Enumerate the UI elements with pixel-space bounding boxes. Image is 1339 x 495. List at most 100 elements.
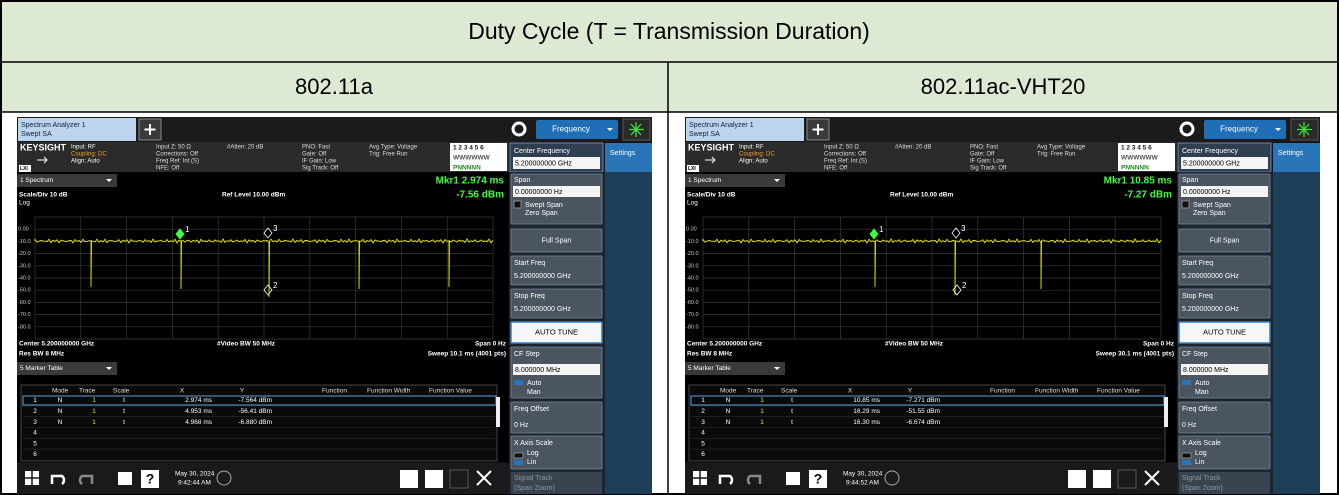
log-label: Log — [19, 200, 30, 207]
menu-value: 8.000000 MHz — [515, 367, 561, 374]
table-cell: t — [791, 397, 793, 404]
info-text: IF Gain: Low — [970, 159, 1005, 165]
menu-value: 0.00000000 Hz — [515, 189, 563, 196]
marker-readout-x: Mkr1 10.85 ms — [1104, 176, 1173, 187]
table-cell: N — [726, 408, 731, 415]
y-label: -80.0 — [686, 324, 699, 330]
table-header: Y — [240, 388, 245, 395]
tab-subtitle: Swept SA — [21, 131, 52, 138]
menu-key-label: Full Span — [542, 237, 572, 244]
menu-label: Stop Freq — [514, 293, 545, 300]
menu-label: Freq Offset — [514, 406, 549, 413]
table-cell: 16.29 ms — [853, 408, 880, 415]
menu-key-label: Full Span — [1210, 237, 1240, 244]
y-label: -50.0 — [18, 288, 31, 294]
layout-icon — [1093, 470, 1111, 488]
rbw-label: Res BW 8 MHz — [19, 351, 65, 358]
settings: Settings — [610, 150, 636, 157]
table-cell: t — [123, 397, 125, 404]
info-text: Trig: Free Run — [369, 152, 407, 158]
y-label: -20.0 — [686, 251, 699, 257]
span-label: Span 0 Hz — [475, 341, 507, 348]
menu-label: X Axis Scale — [514, 440, 553, 447]
tab-title: Spectrum Analyzer 1 — [21, 122, 86, 129]
menu-value: 0.00000000 Hz — [1183, 189, 1231, 196]
table-cell: 3 — [33, 419, 37, 426]
trace-indicator: WWWWWW — [453, 155, 491, 162]
table-cell: -7.564 dBm — [238, 397, 272, 404]
table-cell: t — [791, 419, 793, 426]
menu-option: Zero Span — [1193, 210, 1226, 217]
table-cell: -56.41 dBm — [238, 408, 272, 415]
menu-button-label: Frequency — [552, 125, 590, 134]
info-text: Coupling: DC — [71, 152, 107, 158]
y-label: -80.0 — [18, 324, 31, 330]
marker-label: 3 — [961, 224, 966, 233]
table-cell: 2 — [33, 408, 37, 415]
y-label: -70.0 — [18, 312, 31, 318]
menu-option: Lin — [1195, 459, 1204, 466]
menu-option: Swept Span — [525, 202, 563, 209]
trace-indicator: WWWWWW — [1121, 155, 1159, 162]
menu-label: CF Step — [1182, 351, 1208, 358]
info-text: #Atten: 20 dB — [895, 145, 931, 151]
table-label: 5 Marker Table — [20, 365, 63, 372]
table-cell: 3 — [701, 419, 705, 426]
info-text: Sig Track: Off — [302, 166, 339, 172]
lxi: LXI — [688, 166, 696, 172]
info-text: Input: RF — [739, 145, 764, 151]
menu-option: Swept Span — [1193, 202, 1231, 209]
info-text: Corrections: Off — [156, 152, 198, 158]
marker-label: 1 — [185, 225, 190, 234]
y-label: -40.0 — [686, 275, 699, 281]
menu-option: Log — [1195, 450, 1207, 457]
file-icon — [118, 472, 132, 485]
info-text: Freq Ref: Int (S) — [824, 159, 867, 165]
file-icon — [786, 472, 800, 485]
table-cell: t — [123, 408, 125, 415]
info-text: Input: RF — [71, 145, 96, 151]
scrollbar — [1164, 397, 1168, 427]
y-label: -30.0 — [686, 263, 699, 269]
info-text: Align: Auto — [739, 159, 768, 165]
scrollbar — [496, 397, 500, 427]
y-label: -70.0 — [686, 312, 699, 318]
center-freq-label: Center Frequency — [514, 148, 571, 155]
table-header: X — [848, 388, 853, 395]
scale-div: Scale/Div 10 dB — [19, 192, 68, 199]
right-strip — [1273, 172, 1320, 494]
center-label: Center 5.200000000 GHz — [19, 341, 95, 348]
table-header: Function Value — [429, 388, 472, 395]
table-cell: 1 — [92, 419, 96, 426]
table-cell: 1 — [33, 397, 37, 404]
settings-tab — [1273, 143, 1320, 172]
menu-label: Stop Freq — [1182, 293, 1213, 300]
table-cell: 4 — [33, 430, 37, 437]
menu-value: 5.200000000 GHz — [1182, 306, 1239, 313]
table-cell: -6.880 dBm — [238, 419, 272, 426]
checkbox — [1182, 201, 1189, 208]
menu-value: 5.200000000 GHz — [514, 306, 571, 313]
page: Duty Cycle (T = Transmission Duration) 8… — [0, 0, 1339, 495]
table-cell: 1 — [92, 408, 96, 415]
toggle — [514, 380, 523, 385]
info-text: #Atten: 20 dB — [227, 145, 263, 151]
table-header: Trace — [79, 388, 96, 395]
marker-readout-x: Mkr1 2.974 ms — [436, 176, 505, 187]
menu-option: Zero Span — [525, 210, 558, 217]
menu-key-label: AUTO TUNE — [535, 327, 578, 336]
info-text: PNO: Fast — [970, 145, 998, 151]
y-label: 0.00 — [686, 227, 697, 233]
menu-label: Span — [514, 177, 530, 184]
sweep-label: Sweep 30.1 ms (4001 pts) — [1096, 351, 1174, 358]
window-label: 1 Spectrum — [20, 177, 53, 184]
table-cell: 6 — [701, 451, 705, 458]
table-cell: N — [726, 419, 731, 426]
info-text: Input Z: 50 Ω — [156, 145, 191, 151]
table-cell: N — [58, 408, 63, 415]
table-header: Function Value — [1097, 388, 1140, 395]
table-cell: 1 — [701, 397, 705, 404]
marker-label: 3 — [273, 224, 278, 233]
help-glyph: ? — [146, 471, 155, 487]
table-cell: 16.30 ms — [853, 419, 880, 426]
